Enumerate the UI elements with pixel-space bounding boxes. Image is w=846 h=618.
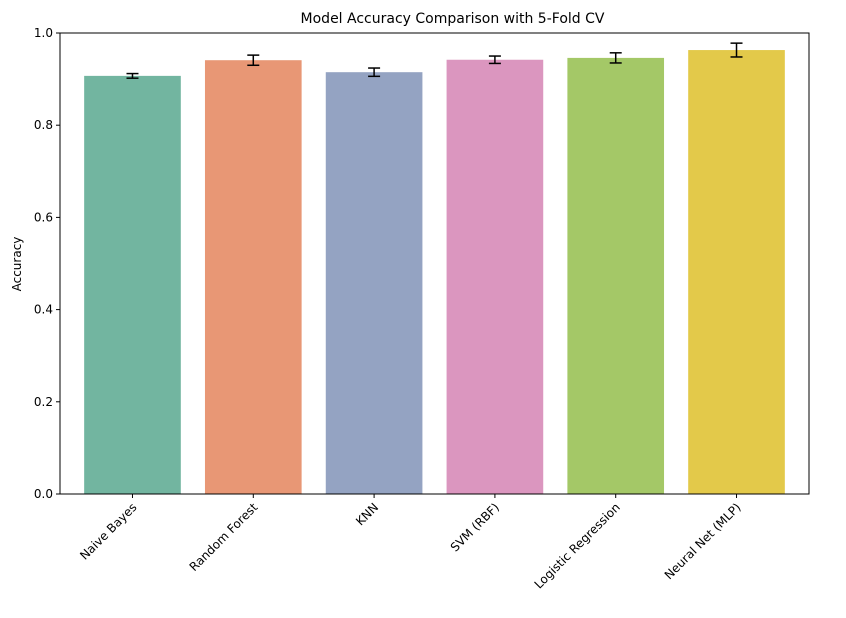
bar-naive-bayes <box>84 75 181 495</box>
bar-logistic-regression <box>567 57 665 494</box>
y-tick-label: 0.8 <box>34 118 53 132</box>
y-tick-label: 0.2 <box>34 395 53 409</box>
bar-knn <box>325 72 423 494</box>
y-tick-label: 1.0 <box>34 26 53 40</box>
bars-group <box>84 50 785 495</box>
bar-random-forest <box>204 60 302 494</box>
bar-svm-rbf <box>446 59 544 494</box>
bar-neural-net-mlp <box>688 50 785 494</box>
y-axis-label: Accuracy <box>10 237 24 292</box>
y-tick-label: 0.4 <box>34 303 53 317</box>
y-tick-label: 0.6 <box>34 210 53 224</box>
error-bars-group <box>126 42 743 79</box>
plot-frame <box>59 32 810 495</box>
y-axis-ticks: 0.0 0.2 0.4 0.6 0.8 1.0 <box>34 26 60 501</box>
y-tick-label: 0.0 <box>34 487 53 501</box>
chart-title: Model Accuracy Comparison with 5-Fold CV <box>301 11 605 27</box>
